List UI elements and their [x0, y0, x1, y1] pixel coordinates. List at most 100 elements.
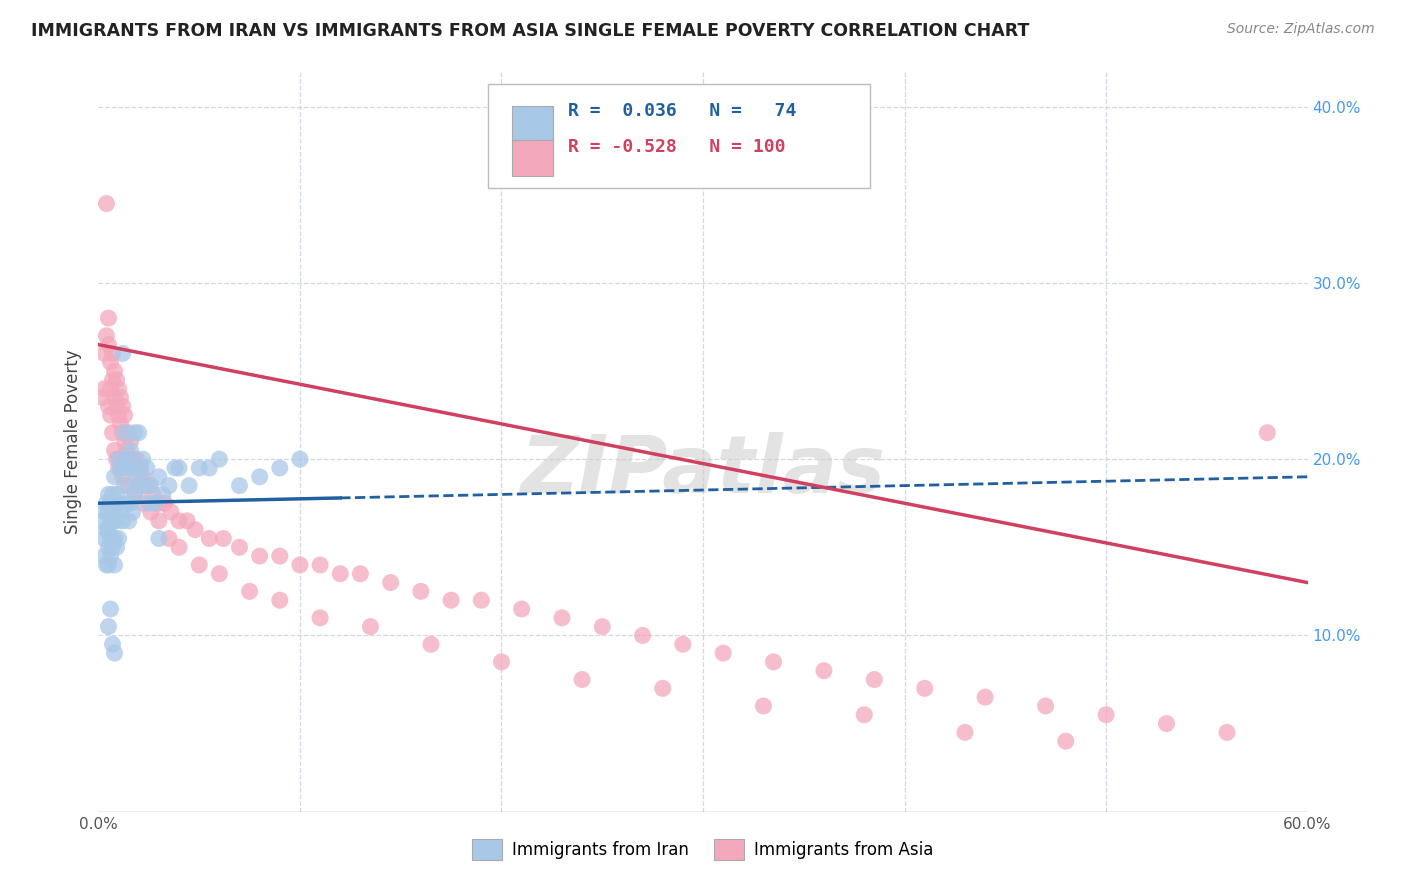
- Point: [107, 461, 129, 475]
- Point: [134, 478, 156, 492]
- Point: [198, 461, 221, 475]
- Point: [105, 487, 128, 501]
- Point: [179, 478, 201, 492]
- Point: [114, 408, 136, 422]
- Point: [121, 452, 143, 467]
- Point: [107, 496, 129, 510]
- Point: [115, 452, 138, 467]
- Point: [239, 584, 262, 599]
- Point: [105, 452, 128, 467]
- Point: [107, 452, 129, 467]
- Point: [128, 461, 150, 475]
- Point: [198, 532, 221, 546]
- Point: [288, 558, 311, 572]
- Point: [409, 584, 432, 599]
- Point: [97, 311, 120, 326]
- Point: [440, 593, 463, 607]
- Point: [212, 532, 235, 546]
- Text: ZIPatlas: ZIPatlas: [520, 432, 886, 510]
- Point: [118, 425, 141, 440]
- Point: [96, 496, 118, 510]
- Point: [510, 602, 533, 616]
- Point: [97, 619, 120, 633]
- Point: [103, 558, 125, 572]
- Point: [118, 452, 141, 467]
- Point: [1035, 698, 1057, 713]
- Point: [110, 505, 132, 519]
- Point: [121, 505, 143, 519]
- Point: [914, 681, 936, 696]
- Point: [118, 514, 141, 528]
- Point: [93, 346, 115, 360]
- Point: [863, 673, 886, 687]
- Point: [208, 452, 231, 467]
- Point: [129, 461, 152, 475]
- Point: [167, 541, 190, 555]
- Point: [1216, 725, 1239, 739]
- Point: [138, 496, 160, 510]
- Point: [101, 541, 124, 555]
- Point: [103, 391, 125, 405]
- Point: [711, 646, 734, 660]
- Text: R =  0.036   N =   74: R = 0.036 N = 74: [568, 103, 796, 120]
- Point: [139, 505, 162, 519]
- Point: [120, 443, 142, 458]
- Point: [1095, 707, 1118, 722]
- Point: [228, 478, 250, 492]
- Point: [93, 505, 115, 519]
- Point: [111, 399, 134, 413]
- Point: [813, 664, 835, 678]
- Point: [93, 532, 115, 546]
- Point: [111, 514, 134, 528]
- Point: [100, 382, 122, 396]
- Point: [148, 532, 170, 546]
- Point: [111, 461, 134, 475]
- Point: [115, 496, 138, 510]
- Point: [953, 725, 976, 739]
- Point: [135, 461, 157, 475]
- Point: [97, 541, 120, 555]
- Point: [163, 461, 186, 475]
- Point: [269, 549, 291, 563]
- Point: [1054, 734, 1077, 748]
- Point: [103, 364, 125, 378]
- Point: [125, 452, 148, 467]
- Point: [249, 549, 271, 563]
- Point: [228, 541, 250, 555]
- Point: [118, 478, 141, 492]
- Point: [97, 487, 120, 501]
- Point: [114, 434, 136, 449]
- Point: [101, 425, 124, 440]
- Point: [91, 514, 114, 528]
- Point: [91, 391, 114, 405]
- Point: [1256, 425, 1278, 440]
- Point: [110, 417, 132, 431]
- Point: [288, 452, 311, 467]
- Point: [96, 558, 118, 572]
- Point: [100, 549, 122, 563]
- Point: [100, 532, 122, 546]
- Point: [672, 637, 695, 651]
- Point: [100, 408, 122, 422]
- Point: [269, 461, 291, 475]
- Point: [110, 461, 132, 475]
- Point: [114, 478, 136, 492]
- Point: [103, 505, 125, 519]
- Text: IMMIGRANTS FROM IRAN VS IMMIGRANTS FROM ASIA SINGLE FEMALE POVERTY CORRELATION C: IMMIGRANTS FROM IRAN VS IMMIGRANTS FROM …: [31, 22, 1029, 40]
- Point: [97, 399, 120, 413]
- Point: [100, 602, 122, 616]
- Point: [420, 637, 443, 651]
- Point: [120, 496, 142, 510]
- Point: [188, 558, 211, 572]
- Point: [118, 461, 141, 475]
- Point: [380, 575, 402, 590]
- Point: [101, 487, 124, 501]
- Point: [160, 505, 183, 519]
- Point: [360, 619, 382, 633]
- Point: [974, 690, 997, 705]
- Point: [100, 355, 122, 369]
- Point: [103, 646, 125, 660]
- Point: [111, 346, 134, 360]
- Point: [105, 514, 128, 528]
- Point: [132, 496, 155, 510]
